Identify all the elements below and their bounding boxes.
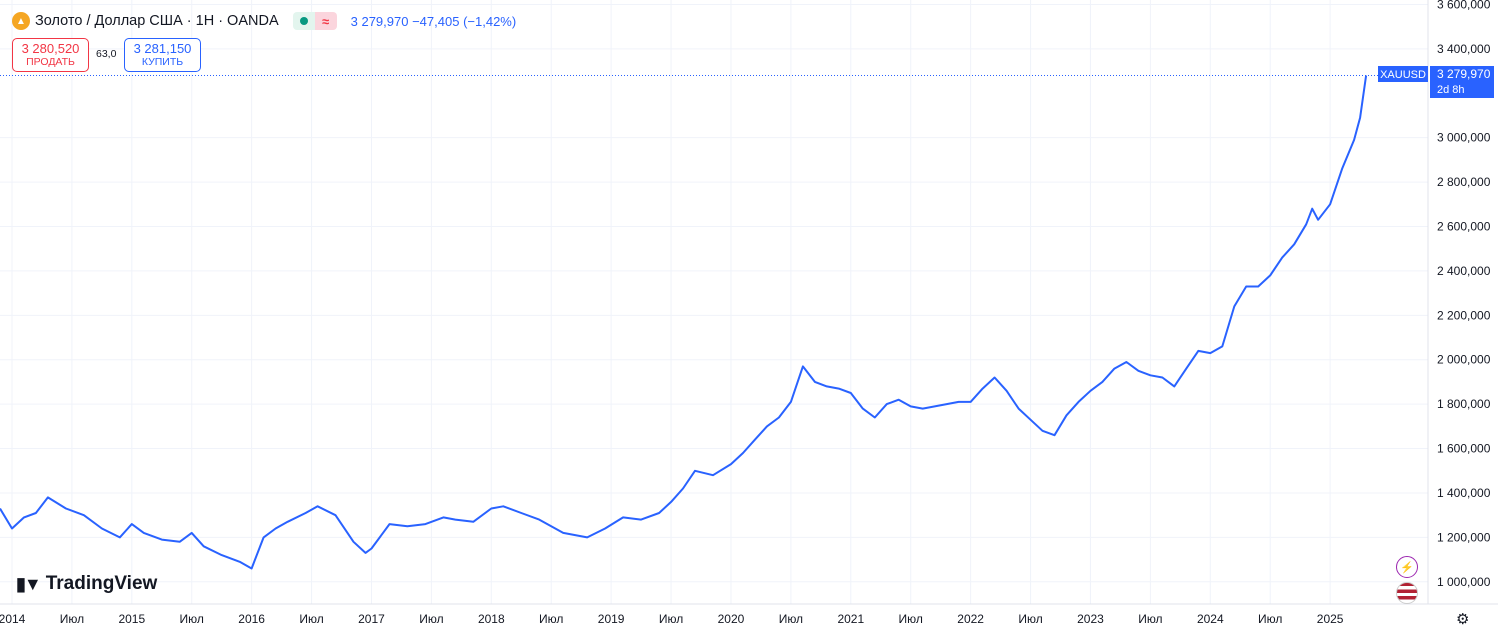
symbol-legend[interactable]: ▲ Золото / Доллар США · 1Н · OANDA ≈ 3 2… [12, 10, 516, 32]
price-change: −47,405 [412, 13, 460, 29]
x-tick-label: Июл [659, 612, 683, 626]
y-tick-label: 3 000,000 [1437, 131, 1491, 145]
chart-grid [0, 0, 1428, 604]
buy-price: 3 281,150 [133, 41, 192, 56]
y-tick-label: 1 000,000 [1437, 575, 1491, 589]
x-tick-label: 2022 [957, 612, 984, 626]
y-tick-label: 3 400,000 [1437, 42, 1491, 56]
x-tick-label: Июл [1258, 612, 1282, 626]
x-tick-label: 2018 [478, 612, 505, 626]
y-tick-label: 1 200,000 [1437, 530, 1491, 544]
sell-label: ПРОДАТЬ [26, 56, 75, 68]
time-axis[interactable]: 2014 Июл 2015 Июл 2016 Июл 2017 Июл 2018 Июл 2019 И… [0, 612, 1344, 626]
y-tick-label: 3 600,000 [1437, 0, 1491, 11]
buy-button[interactable]: 3 281,150 КУПИТЬ [124, 38, 201, 72]
y-tick-label: 2 800,000 [1437, 175, 1491, 189]
price-tag-countdown: 2d 8h [1437, 84, 1465, 96]
y-tick-label: 2 000,000 [1437, 353, 1491, 367]
y-tick-label: 1 600,000 [1437, 442, 1491, 456]
tradingview-logo-icon: ▮▼ [16, 573, 42, 594]
price-tag-symbol: XAUUSD [1380, 69, 1426, 81]
approx-icon: ≈ [314, 12, 337, 30]
x-tick-label: 2021 [837, 612, 864, 626]
market-open-indicator [292, 12, 315, 30]
gear-icon[interactable]: ⚙ [1456, 611, 1470, 628]
buy-label: КУПИТЬ [141, 56, 184, 68]
y-tick-label: 2 400,000 [1437, 264, 1491, 278]
price-change-pct: (−1,42%) [463, 13, 517, 29]
bolt-icon[interactable]: ⚡ [1396, 556, 1418, 578]
sell-button[interactable]: 3 280,520 ПРОДАТЬ [12, 38, 89, 72]
x-tick-label: 2014 [0, 612, 26, 626]
y-tick-label: 2 600,000 [1437, 220, 1491, 234]
x-tick-label: Июл [1138, 612, 1162, 626]
status-dot-icon [299, 17, 308, 25]
price-tag-symbol-bg [1378, 66, 1428, 82]
x-tick-label: 2015 [118, 612, 145, 626]
price-tag-value: 3 279,970 [1437, 67, 1491, 81]
x-tick-label: 2025 [1317, 612, 1344, 626]
sell-price: 3 280,520 [21, 41, 80, 56]
x-tick-label: Июл [419, 612, 443, 626]
x-tick-label: 2023 [1077, 612, 1104, 626]
price-tag: XAUUSD 3 279,970 2d 8h [1378, 66, 1494, 98]
tradingview-logo[interactable]: ▮▼ TradingView [16, 573, 157, 595]
x-tick-label: Июл [1018, 612, 1042, 626]
legend-values: 3 279,970 −47,405 (−1,42%) [351, 14, 517, 29]
symbol-title[interactable]: Золото / Доллар США · 1Н · OANDA [35, 13, 279, 29]
y-tick-label: 1 400,000 [1437, 486, 1491, 500]
y-tick-label: 1 800,000 [1437, 397, 1491, 411]
logo-text: TradingView [45, 573, 158, 594]
gold-coin-icon: ▲ [12, 12, 30, 30]
price-tag-bg [1430, 66, 1494, 98]
us-flag-icon[interactable] [1396, 582, 1418, 604]
x-tick-label: 2019 [598, 612, 625, 626]
x-tick-label: 2020 [718, 612, 745, 626]
price-axis[interactable]: 3 600,000 3 400,000 3 000,000 2 800,000 2 60… [1437, 0, 1491, 589]
x-tick-label: 2017 [358, 612, 385, 626]
x-tick-label: Июл [180, 612, 204, 626]
y-tick-label: 2 200,000 [1437, 308, 1491, 322]
x-tick-label: Июл [299, 612, 323, 626]
x-tick-label: 2024 [1197, 612, 1224, 626]
x-tick-label: Июл [899, 612, 923, 626]
x-tick-label: Июл [539, 612, 563, 626]
x-tick-label: Июл [60, 612, 84, 626]
price-series-line [0, 75, 1368, 570]
last-price: 3 279,970 [350, 13, 409, 29]
x-tick-label: 2016 [238, 612, 265, 626]
x-tick-label: Июл [779, 612, 803, 626]
spread-value: 63,0 [96, 48, 117, 60]
market-status-pill[interactable]: ≈ [292, 12, 337, 30]
